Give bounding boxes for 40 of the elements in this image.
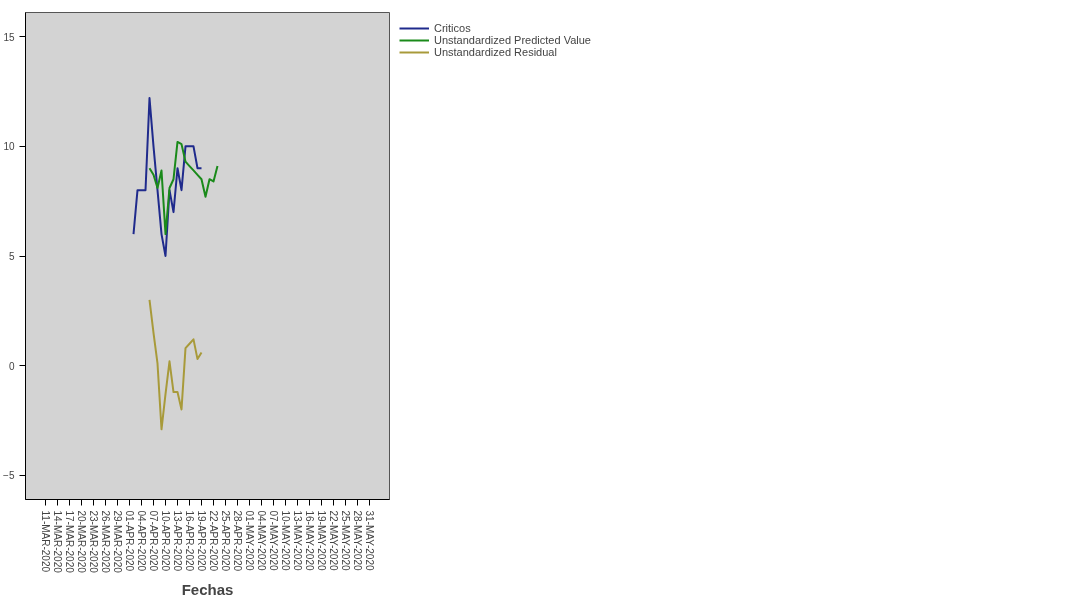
x-tick-label: 23-MAR-2020 [88,510,99,574]
y-tick-label: 10 [3,141,15,153]
x-tick-label: 16-APR-2020 [184,510,195,572]
x-tick-label: 04-APR-2020 [136,510,147,572]
x-tick-label: 01-APR-2020 [124,510,135,572]
x-tick-label: 22-APR-2020 [208,510,219,572]
y-tick-label: 0 [8,360,15,372]
legend-label: Criticos [434,22,471,34]
y-tick-label: −5 [3,470,15,482]
x-tick-label: 07-MAY-2020 [268,510,279,571]
x-tick-label: 07-APR-2020 [148,510,159,572]
x-tick-label: 04-MAY-2020 [256,510,267,571]
x-tick-label: 16-MAY-2020 [304,510,315,571]
x-tick-label: 13-APR-2020 [172,510,183,572]
x-tick-label: 01-MAY-2020 [244,510,255,571]
y-tick-label: 15 [3,31,15,43]
x-tick-label: 28-MAY-2020 [352,510,363,571]
x-tick-label: 10-MAY-2020 [280,510,291,571]
line-series [148,298,203,431]
x-tick-label: 17-MAR-2020 [64,510,75,574]
line-series [132,97,203,257]
x-tick-label: 10-APR-2020 [160,510,171,572]
x-tick-label: 11-MAR-2020 [40,510,51,573]
x-tick-label: 29-MAR-2020 [112,510,123,574]
x-tick-label: 28-APR-2020 [232,510,243,572]
x-tick-label: 25-MAY-2020 [340,510,351,571]
x-tick-label: 25-APR-2020 [220,510,231,572]
x-tick-label: 22-MAY-2020 [328,510,339,571]
x-tick-label: 14-MAR-2020 [52,510,63,574]
x-tick-label: 26-MAR-2020 [100,510,111,574]
x-tick-label: 19-APR-2020 [196,510,207,572]
x-tick-label: 31-MAY-2020 [364,510,375,571]
legend-label: Unstandardized Residual [434,46,557,58]
x-tick-label: 13-MAY-2020 [292,510,303,571]
x-axis-title: Fechas [181,580,234,598]
x-tick-label: 20-MAR-2020 [76,510,87,574]
legend-label: Unstandardized Predicted Value [434,34,591,46]
line-series [148,140,219,236]
y-tick-label: 5 [8,251,15,262]
x-tick-label: 19-MAY-2020 [316,510,327,571]
